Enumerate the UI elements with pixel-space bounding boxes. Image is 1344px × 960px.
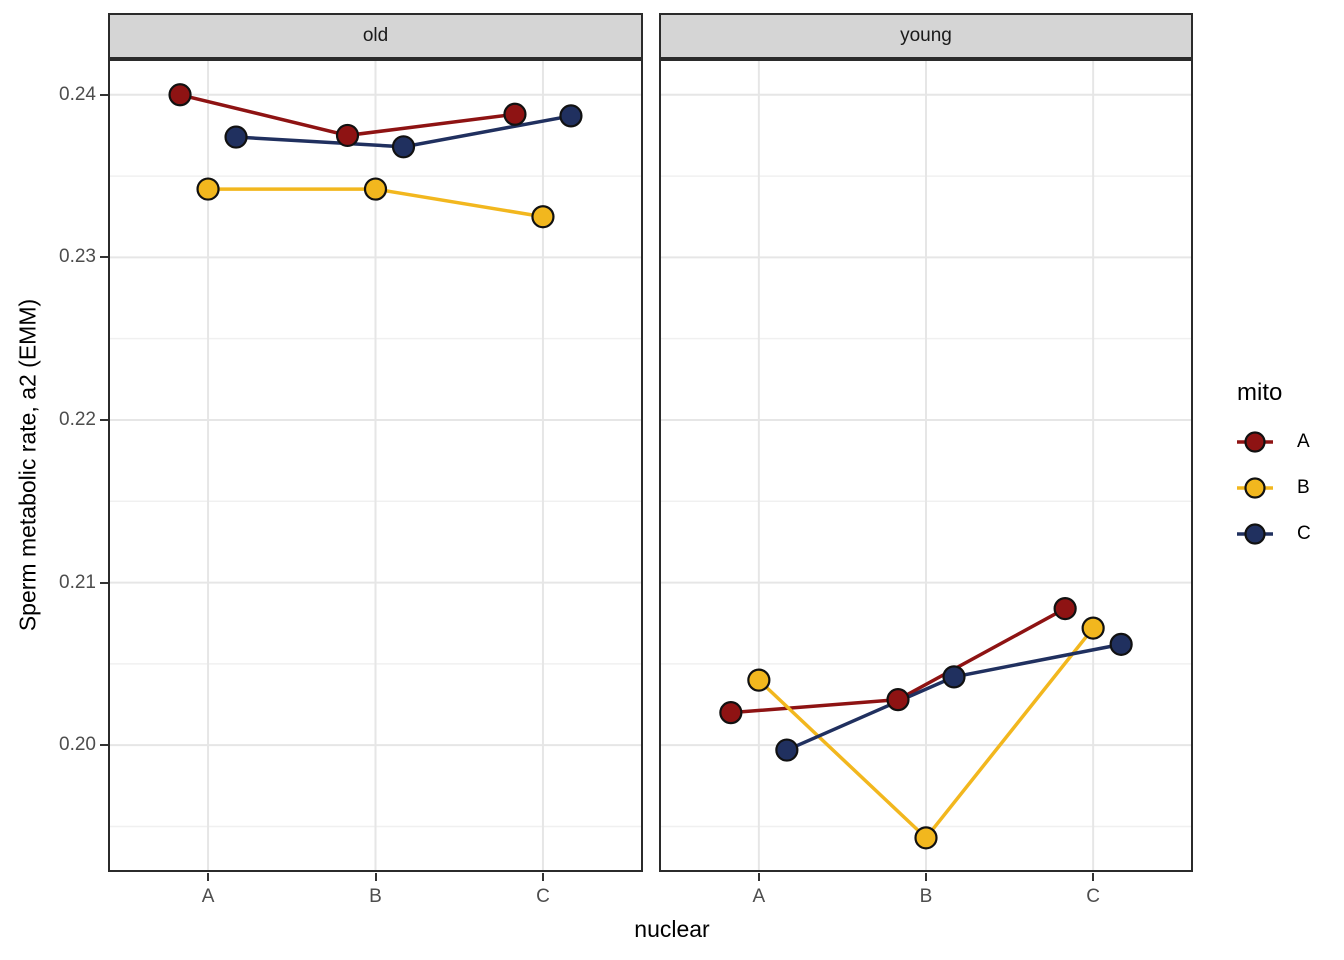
x-tick-label: B <box>369 886 382 907</box>
legend-item-B: B <box>1237 468 1310 508</box>
y-tick-mark <box>100 581 108 584</box>
x-tick-mark <box>541 873 544 881</box>
data-point-A-B <box>335 123 360 148</box>
legend-key-point <box>1244 431 1266 453</box>
y-tick-mark <box>100 418 108 421</box>
y-tick-mark <box>100 256 108 259</box>
y-tick-label: 0.20 <box>59 734 96 756</box>
legend-label: A <box>1297 431 1310 452</box>
y-tick-mark <box>100 93 108 96</box>
facet-strip-young: young <box>659 13 1193 59</box>
data-point-A-C <box>1053 596 1077 621</box>
x-tick-label: C <box>1086 886 1100 907</box>
panel-old <box>108 59 643 872</box>
data-point-C-C <box>1109 632 1133 656</box>
legend-key-point <box>1244 477 1266 499</box>
y-tick-label: 0.23 <box>59 246 96 268</box>
legend-key-icon-B <box>1237 477 1273 499</box>
data-point-B-C <box>1081 616 1105 640</box>
legend-key-icon-A <box>1237 431 1273 453</box>
legend-label: C <box>1297 523 1311 544</box>
panel-plot-young <box>659 59 1193 872</box>
x-tick-mark <box>925 873 927 881</box>
y-tick-label: 0.21 <box>59 571 96 593</box>
legend-key-icon-C <box>1237 523 1273 545</box>
x-tick-mark <box>757 873 760 881</box>
y-tick-mark <box>100 744 108 747</box>
data-point-A-A <box>168 83 192 107</box>
x-tick-label: A <box>201 886 215 907</box>
data-point-B-B <box>363 177 388 201</box>
y-tick-label: 0.22 <box>59 408 96 430</box>
x-tick-label: B <box>919 886 933 907</box>
panel-border <box>108 59 643 872</box>
panel-young <box>659 59 1193 872</box>
data-point-B-B <box>914 826 938 850</box>
x-tick-mark <box>1092 873 1095 881</box>
data-point-C-C <box>559 104 583 128</box>
y-tick-label: 0.24 <box>59 83 96 105</box>
data-point-C-B <box>391 135 416 159</box>
data-point-B-A <box>747 668 771 692</box>
legend-title: mito <box>1237 379 1283 406</box>
x-tick-label: A <box>752 886 766 907</box>
x-axis-title: nuclear <box>634 916 710 942</box>
data-point-C-A <box>224 125 248 149</box>
legend-label: B <box>1297 477 1310 498</box>
legend-item-C: C <box>1237 514 1311 554</box>
data-point-C-A <box>775 738 799 762</box>
data-point-B-A <box>196 177 220 201</box>
panel-plot-old <box>108 59 643 872</box>
panel-border <box>659 59 1193 872</box>
data-point-C-B <box>942 665 966 689</box>
series-line-C <box>786 642 1122 752</box>
x-tick-mark <box>207 873 210 881</box>
data-point-B-C <box>531 205 555 229</box>
data-point-A-B <box>886 688 910 712</box>
data-point-A-A <box>719 701 743 725</box>
x-tick-label: C <box>536 886 550 907</box>
legend-key-point <box>1244 523 1266 545</box>
x-tick-mark <box>374 873 377 881</box>
legend-item-A: A <box>1237 422 1310 462</box>
data-point-A-C <box>503 102 527 126</box>
facet-strip-old: old <box>108 13 643 59</box>
